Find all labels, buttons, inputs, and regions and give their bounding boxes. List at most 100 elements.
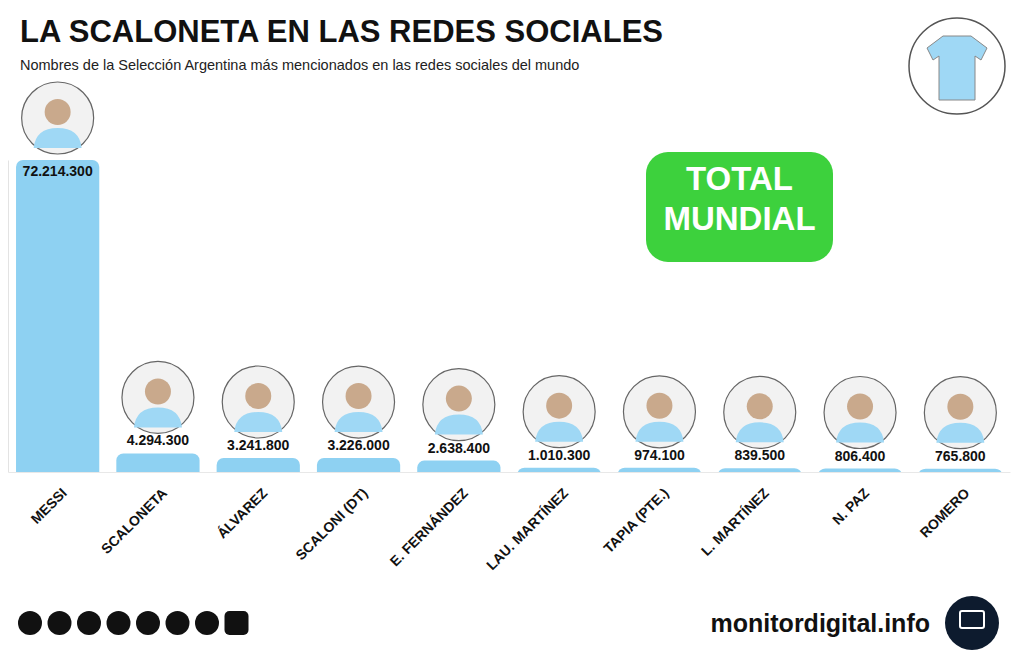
photo-body (936, 423, 984, 443)
data-label: 3.226.000 (327, 437, 389, 453)
photo-body (435, 415, 483, 435)
data-label: 1.010.300 (528, 447, 590, 463)
photo-body (34, 128, 82, 148)
site-icon-circle (945, 596, 999, 650)
jersey-shape (927, 36, 987, 100)
photo-circle (623, 376, 695, 448)
data-label: 4.294.300 (127, 432, 189, 448)
data-label: 72.214.300 (23, 163, 93, 179)
jersey-icon (909, 18, 1005, 114)
photo-circle (222, 366, 294, 438)
x-tick: N. PAZ (829, 484, 872, 527)
photo-circle (22, 82, 94, 154)
social-icon (166, 611, 190, 635)
data-labels: 72.214.300 4.294.300 3.241.800 3.226.000 2.6… (23, 163, 986, 464)
photo-head (847, 394, 873, 420)
x-tick-label: ÁLVAREZ (214, 485, 271, 542)
data-label: 2.638.400 (428, 440, 490, 456)
x-tick: ROMERO (917, 485, 973, 541)
data-label: 3.241.800 (227, 437, 289, 453)
photo-head (546, 393, 572, 419)
x-tick: SCALONI (DT) (292, 485, 370, 563)
annotation: TOTALMUNDIAL (663, 160, 815, 237)
data-label: 806.400 (835, 448, 886, 464)
photo-body (736, 422, 784, 442)
photo (924, 377, 996, 449)
x-tick-label: TAPIA (PTE.) (600, 485, 671, 556)
photo-head (646, 393, 672, 419)
x-tick: ÁLVAREZ (214, 485, 271, 542)
x-tick: LAU. MARTÍNEZ (483, 485, 572, 574)
photo-body (234, 412, 282, 432)
photo-circle (824, 377, 896, 449)
x-tick-label: E. FERNÁNDEZ (387, 484, 472, 569)
photo-body (836, 423, 884, 443)
bar (718, 468, 801, 472)
photo-circle (423, 369, 495, 441)
photo-head (45, 99, 71, 125)
data-label: 974.100 (634, 447, 685, 463)
photo-head (947, 394, 973, 420)
photo-circle (523, 376, 595, 448)
photo-head (446, 386, 472, 412)
subtitle: Nombres de la Selección Argentina más me… (20, 57, 579, 73)
photo-body (335, 412, 383, 432)
photo-head (245, 383, 271, 409)
photo-body (535, 422, 583, 442)
data-label: 839.500 (734, 447, 785, 463)
y-axis-line (8, 161, 9, 473)
photo-circle (924, 377, 996, 449)
social-icon (195, 611, 219, 635)
bar (16, 160, 99, 472)
x-tick-label: ROMERO (917, 485, 973, 541)
bar (417, 461, 500, 472)
photo (523, 376, 595, 448)
photo (222, 366, 294, 438)
x-tick: TAPIA (PTE.) (600, 485, 671, 556)
photo (824, 377, 896, 449)
x-axis-line (9, 472, 1011, 473)
photo (423, 369, 495, 441)
chart: LA SCALONETA EN LAS REDES SOCIALES Nombre… (0, 0, 1024, 660)
social-icon (77, 611, 101, 635)
x-tick-label: SCALONI (DT) (292, 485, 370, 563)
social-icons (18, 611, 249, 635)
bar (919, 469, 1002, 472)
x-tick-label: SCALONETA (98, 485, 170, 557)
site-icon-screen (960, 611, 984, 628)
photo-head (747, 393, 773, 419)
site-icon (945, 596, 999, 650)
photo-head (145, 378, 171, 404)
social-icon (18, 611, 42, 635)
x-tick: MESSI (28, 485, 70, 527)
title: LA SCALONETA EN LAS REDES SOCIALES (20, 14, 663, 49)
bar (618, 468, 701, 472)
photo-circle (724, 376, 796, 448)
photo-body (635, 422, 683, 442)
x-tick: SCALONETA (98, 485, 170, 557)
x-tick-label: L. MARTÍNEZ (698, 484, 772, 558)
x-tick: L. MARTÍNEZ (698, 484, 772, 558)
x-tick-label: N. PAZ (829, 484, 872, 527)
social-icon (48, 611, 72, 635)
photo (22, 82, 94, 154)
bars (16, 160, 1002, 472)
social-icon (107, 611, 131, 635)
photo (122, 361, 194, 433)
photo (724, 376, 796, 448)
x-axis: MESSI SCALONETA ÁLVAREZ SCALONI (DT)E. FERN… (9, 473, 1011, 574)
bar (217, 458, 300, 472)
bar (818, 469, 901, 472)
x-tick-label: LAU. MARTÍNEZ (483, 485, 572, 574)
bar (317, 458, 400, 472)
photo-body (134, 407, 182, 427)
y-axis (8, 161, 9, 473)
x-tick-label: MESSI (28, 485, 70, 527)
source: monitordigital.info (711, 609, 930, 637)
social-icon (225, 611, 249, 635)
bar (518, 468, 601, 472)
photos (22, 82, 997, 449)
data-label: 765.800 (935, 448, 986, 464)
photo-head (346, 383, 372, 409)
icon-circle (909, 18, 1005, 114)
